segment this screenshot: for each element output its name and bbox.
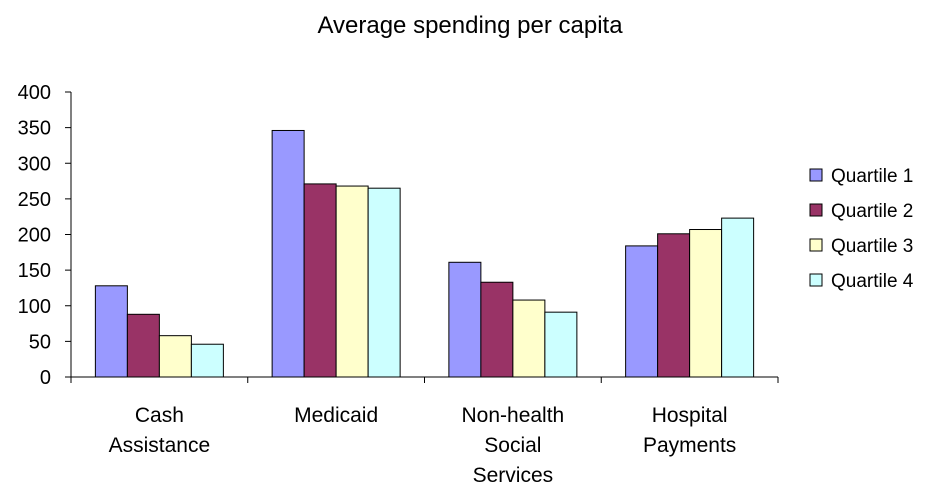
y-tick-label: 100 — [18, 296, 51, 318]
bar-1-1 — [94, 285, 128, 378]
legend-swatch — [809, 273, 823, 287]
bar-3-4 — [689, 229, 723, 378]
bar-4-3 — [544, 311, 578, 378]
bar-1-4 — [625, 245, 659, 378]
bar-3-1 — [158, 335, 192, 378]
category-label: Non-health Social Services — [462, 404, 565, 487]
category-label: Hospital Payments — [643, 404, 736, 457]
bar-4-2 — [367, 187, 401, 378]
y-tick-label: 150 — [18, 260, 51, 282]
y-tick-label: 300 — [18, 153, 51, 175]
legend-swatch — [809, 203, 823, 217]
y-tick-label: 350 — [18, 118, 51, 140]
bar-4-1 — [190, 343, 224, 378]
legend: Quartile 1 Quartile 2 Quartile 3 Quartile 4 — [809, 166, 914, 292]
bar-1-2 — [271, 129, 305, 378]
bars-group — [94, 129, 755, 378]
bar-2-2 — [303, 183, 337, 378]
y-tick-label: 50 — [29, 331, 51, 353]
legend-label: Quartile 3 — [831, 236, 913, 257]
bar-4-4 — [721, 217, 755, 378]
y-tick-label: 400 — [18, 82, 51, 104]
legend-swatch — [809, 238, 823, 252]
bar-1-3 — [448, 261, 482, 378]
bar-2-4 — [657, 233, 691, 378]
legend-label: Quartile 1 — [831, 166, 913, 187]
y-tick-label: 250 — [18, 189, 51, 211]
y-tick-label: 0 — [40, 367, 51, 389]
bar-2-1 — [126, 313, 160, 378]
category-label: Medicaid — [294, 404, 378, 427]
bar-3-2 — [335, 185, 369, 378]
category-label: Cash Assistance — [109, 404, 211, 457]
legend-label: Quartile 4 — [831, 271, 914, 292]
legend-label: Quartile 2 — [831, 201, 913, 222]
chart-title: Average spending per capita — [317, 12, 623, 39]
axes-group: 0 50 100 150 200 250 300 350 400 Cash Assistance Me… — [18, 82, 779, 487]
bar-2-3 — [480, 281, 514, 378]
y-tick-label: 200 — [18, 225, 51, 247]
legend-swatch — [809, 168, 823, 182]
bar-3-3 — [512, 299, 546, 378]
